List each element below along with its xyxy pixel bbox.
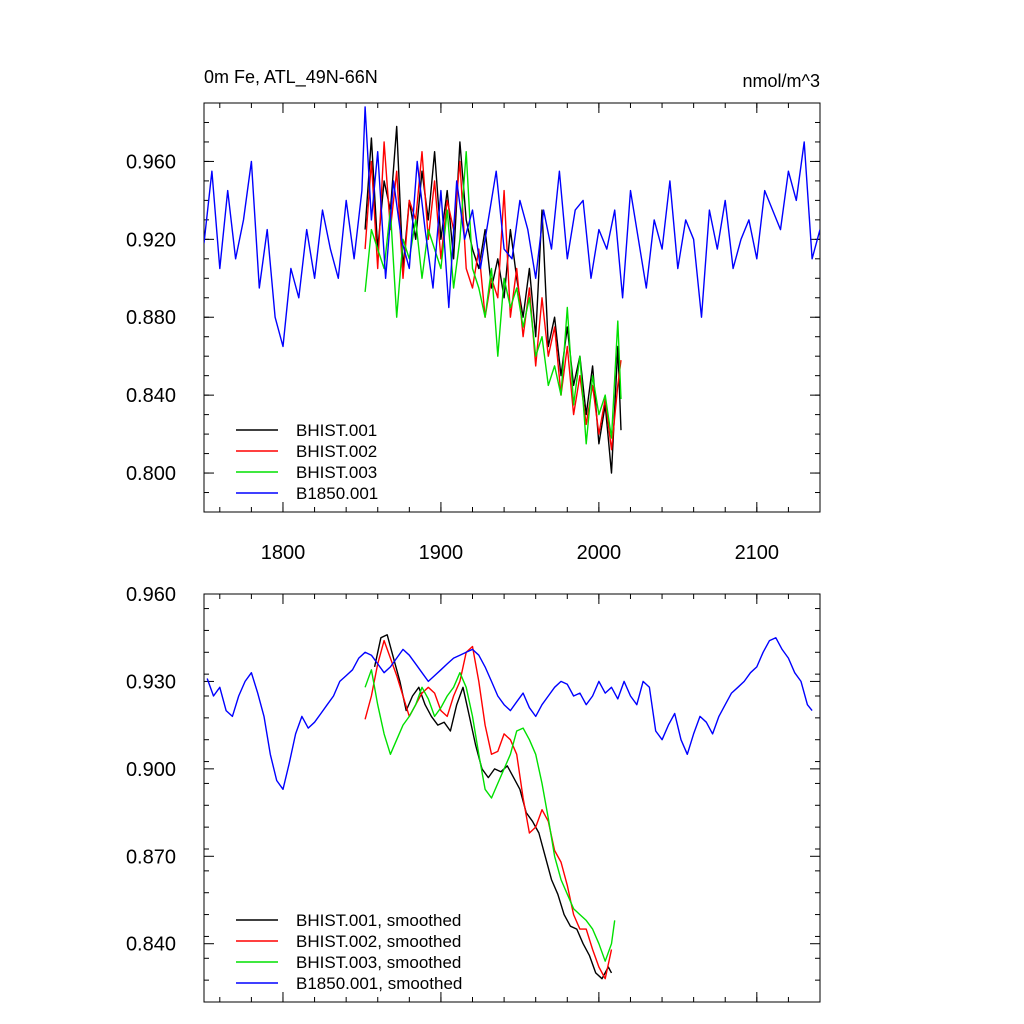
- y-tick-label: 0.840: [126, 385, 176, 407]
- series-line-b1850-001: [204, 106, 820, 348]
- y-tick-label: 0.800: [126, 463, 176, 485]
- legend-label: BHIST.001, smoothed: [296, 911, 461, 930]
- legend-label: BHIST.003, smoothed: [296, 953, 461, 972]
- y-tick-label: 0.880: [126, 307, 176, 329]
- y-tick-label: 0.900: [126, 759, 176, 781]
- units-label: nmol/m^3: [743, 71, 820, 91]
- plot-frame: [203, 102, 821, 513]
- series-line-bhist-001-smoothed: [373, 634, 613, 980]
- legend-label: BHIST.002: [296, 442, 377, 461]
- x-tick-label: 2000: [577, 542, 622, 564]
- y-tick-label: 0.930: [126, 671, 176, 693]
- series-line-bhist-003-smoothed: [364, 669, 616, 962]
- legend-label: BHIST.002, smoothed: [296, 932, 461, 951]
- x-tick-label: 2100: [735, 542, 780, 564]
- plot-frame: [203, 593, 821, 1003]
- bottom-panel: 0.840 0.870 0.900 0.930 0.960 BHIST.001, smoo…: [126, 584, 821, 1003]
- legend-label: BHIST.001: [296, 421, 377, 440]
- series-line-b1850-001-smoothed: [206, 637, 813, 790]
- y-tick-label: 0.870: [126, 846, 176, 868]
- y-tick-label: 0.960: [126, 584, 176, 606]
- chart-title: 0m Fe, ATL_49N-66N: [204, 67, 378, 88]
- legend-label: B1850.001: [296, 484, 378, 503]
- x-tick-label: 1900: [419, 542, 464, 564]
- legend-label: BHIST.003: [296, 463, 377, 482]
- y-tick-label: 0.840: [126, 934, 176, 956]
- x-tick-label: 1800: [261, 542, 306, 564]
- series-line-bhist-002: [364, 141, 622, 451]
- series-line-bhist-003: [364, 151, 622, 445]
- y-tick-label: 0.960: [126, 151, 176, 173]
- legend-label: B1850.001, smoothed: [296, 974, 462, 993]
- y-tick-label: 0.920: [126, 229, 176, 251]
- top-panel: 0.800 0.840 0.880 0.920 0.960 1800 1900 2000 210…: [126, 102, 821, 564]
